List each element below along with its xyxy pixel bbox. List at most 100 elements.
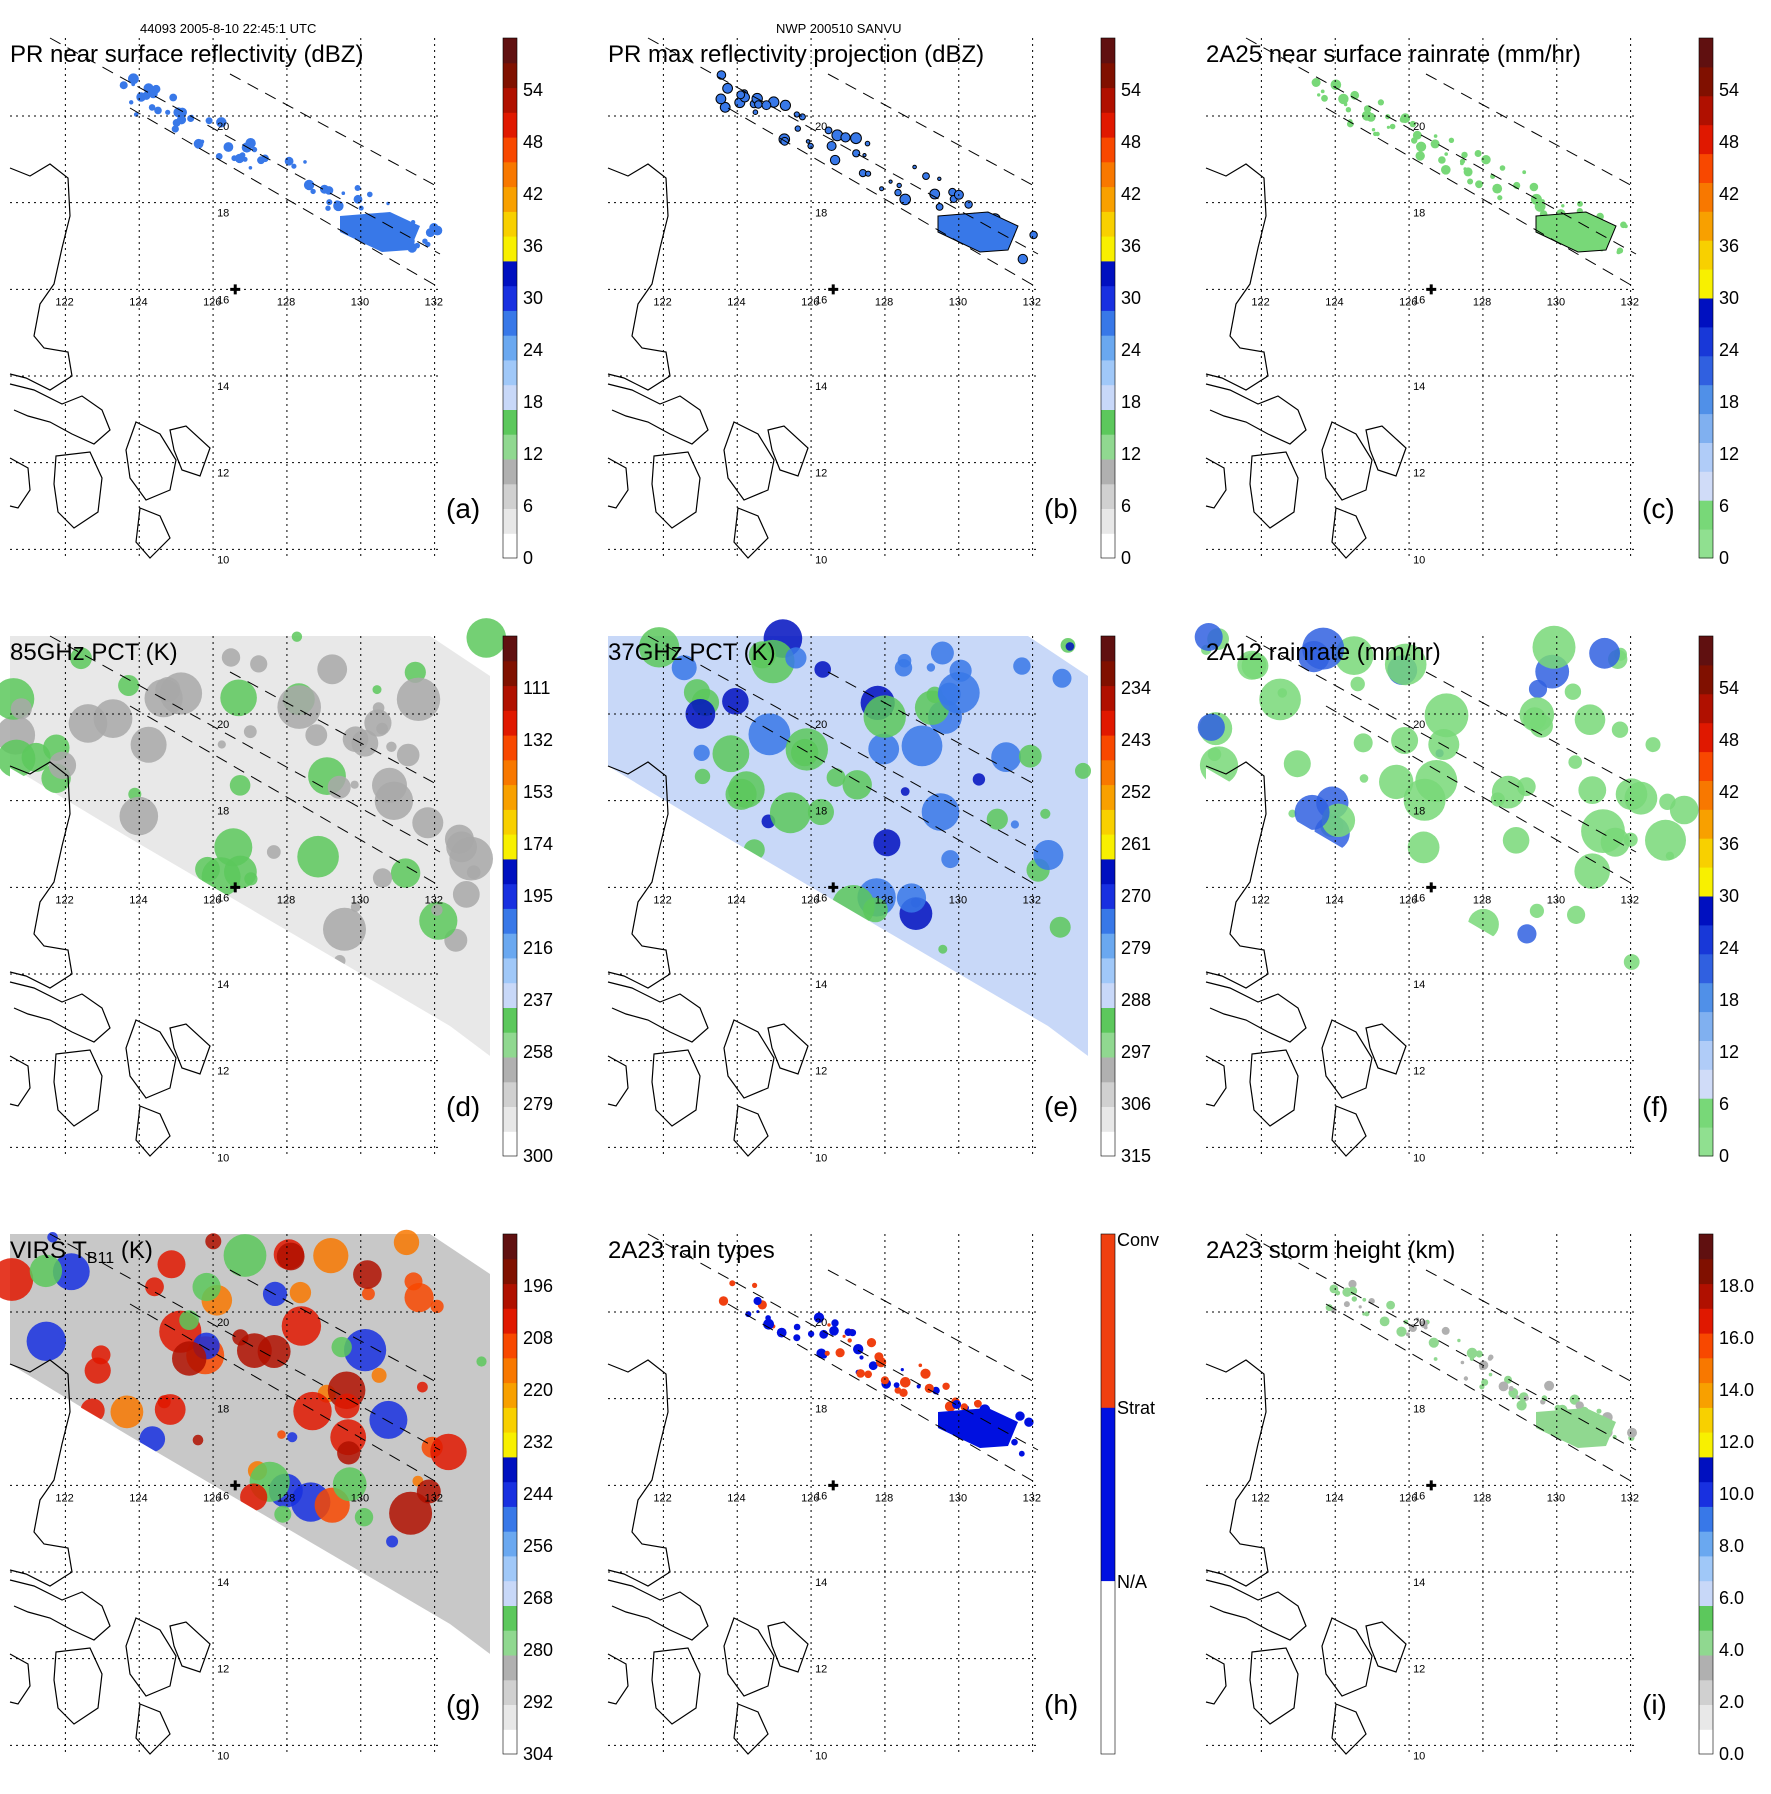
precip-pixel (1457, 1338, 1461, 1343)
field-blob (70, 647, 92, 670)
coastline-group (1205, 761, 1407, 1157)
precip-pixel (1497, 195, 1503, 201)
lat-tick-label: 14 (217, 1577, 229, 1589)
colorbar-tick-label: 8.0 (1719, 1536, 1744, 1556)
field-blob (404, 661, 426, 683)
coastline (1331, 1105, 1367, 1157)
colorbar: 0 6 12 18 24 30 36 42 48 54 (502, 37, 543, 568)
field-blob (1350, 676, 1365, 692)
panel-label: (e) (1044, 1091, 1078, 1122)
colorbar-tick-label: 256 (523, 1536, 553, 1556)
coastline (1365, 425, 1407, 477)
colorbar-swatch (1101, 809, 1115, 835)
colorbar-swatch (503, 1032, 517, 1058)
field-blob (369, 1400, 408, 1439)
field-blob (476, 1356, 487, 1367)
coastline (1321, 1019, 1373, 1099)
field-blob (277, 1430, 286, 1439)
precip-pixel (1321, 94, 1328, 102)
rain-cluster (937, 211, 1019, 253)
precip-pixel (216, 117, 227, 128)
colorbar-swatch (1699, 693, 1713, 724)
lat-tick-label: 10 (217, 554, 229, 566)
field-blob (751, 639, 795, 684)
precip-pixel (896, 182, 902, 189)
precip-pixel (1516, 1400, 1527, 1411)
precip-pixel (912, 164, 917, 170)
colorbar-tick-label: 315 (1121, 1146, 1151, 1166)
precip-pixel (1508, 1386, 1514, 1391)
colorbar-tick-label: 279 (523, 1094, 553, 1114)
colorbar-tick-label: 48 (1719, 132, 1739, 152)
field-blob (1491, 775, 1525, 809)
precip-pixel (1018, 1450, 1025, 1457)
lon-tick-label: 124 (1325, 1492, 1343, 1504)
precip-pixel (1492, 183, 1503, 194)
coastline (1205, 1055, 1227, 1107)
lat-tick-label: 18 (815, 806, 827, 818)
precip-pixel (354, 185, 361, 191)
swath-edge (727, 107, 1039, 289)
colorbar-swatch (503, 1357, 517, 1384)
colorbar-swatch (1699, 1040, 1713, 1070)
precip-pixel (1488, 1372, 1493, 1377)
precip-pixel (850, 132, 862, 145)
field-blob (1197, 713, 1225, 741)
precip-pixel (1396, 1326, 1407, 1337)
field-blob (1288, 809, 1297, 818)
lon-tick-label: 122 (1251, 296, 1269, 308)
colorbar-swatch (1101, 285, 1115, 311)
precip-pixel (715, 93, 727, 105)
colorbar: 0.0 2.0 4.0 6.0 8.0 10.0 12.0 14.0 16.0 18.0 (1698, 1233, 1754, 1764)
field-blob (722, 688, 749, 715)
field-blob (814, 661, 831, 678)
swath-edge (229, 73, 441, 189)
field-blob (223, 1234, 267, 1277)
colorbar: 315 306 297 288 279 270 261 252 243 234 (1100, 635, 1151, 1166)
field-blob (1018, 744, 1042, 768)
coastline (607, 457, 629, 509)
field-blob (297, 835, 339, 878)
colorbar-swatch (1699, 780, 1713, 810)
lat-tick-label: 12 (217, 468, 229, 480)
coastline-group (607, 1359, 809, 1755)
precip-pixel (829, 1326, 839, 1336)
field-blob (157, 1250, 186, 1279)
precip-pixel (142, 91, 151, 100)
colorbar-swatch (1699, 471, 1713, 501)
coastline-group (9, 761, 211, 1157)
lon-tick-label: 130 (949, 894, 967, 906)
field-blob (1669, 795, 1699, 825)
field-blob (323, 907, 366, 951)
colorbar-swatch (503, 508, 517, 534)
lon-tick-label: 130 (1547, 1492, 1565, 1504)
precip-pixel (1530, 193, 1542, 205)
lat-tick-label: 14 (217, 979, 229, 991)
coastline (723, 421, 775, 501)
field-blob (26, 1321, 66, 1361)
precip-pixel (303, 160, 307, 164)
colorbar-swatch (503, 137, 517, 163)
precip-pixel (736, 90, 746, 100)
precip-pixel (1463, 167, 1467, 171)
colorbar-swatch (1699, 1531, 1713, 1557)
colorbar-swatch (1699, 924, 1713, 955)
colorbar-tick-label: 54 (1121, 80, 1141, 100)
colorbar-swatch (503, 858, 517, 885)
colorbar-tick-label: 42 (523, 184, 543, 204)
colorbar-frame (1100, 37, 1116, 559)
swath-edge (1325, 107, 1637, 289)
colorbar-swatch (503, 1382, 517, 1408)
field-blob (1207, 747, 1222, 761)
precip-pixel (425, 241, 431, 248)
swath-lines (49, 37, 441, 289)
precip-pixel (866, 1338, 877, 1348)
colorbar-swatch (503, 483, 517, 509)
colorbar-frame (1100, 635, 1116, 1157)
field-blob (372, 685, 382, 695)
field-blob (1589, 637, 1620, 669)
colorbar-swatch (1699, 182, 1713, 212)
lat-tick-label: 14 (815, 1577, 827, 1589)
lon-tick-label: 126 (801, 894, 819, 906)
colorbar-tick-label: 48 (523, 132, 543, 152)
